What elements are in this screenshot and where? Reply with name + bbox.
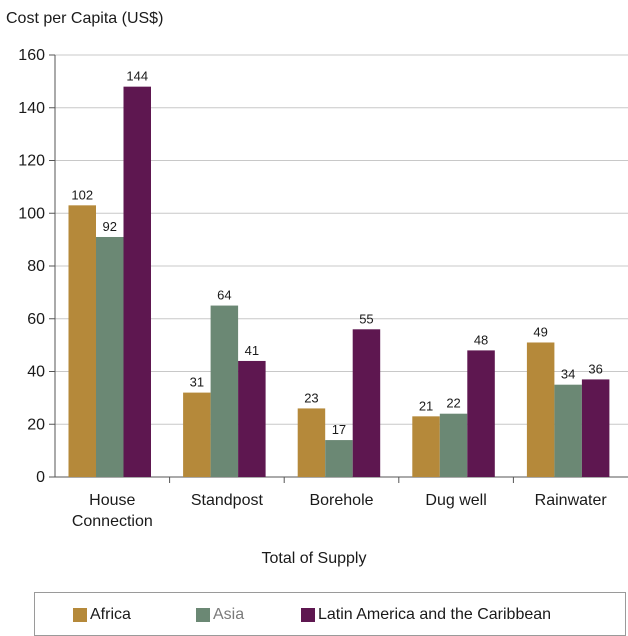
data-label: 144 (126, 69, 148, 84)
data-label: 17 (332, 422, 346, 437)
legend-item-latin-america: Latin America and the Caribbean (301, 606, 551, 624)
y-tick-label: 140 (18, 100, 45, 117)
bar (439, 413, 468, 477)
y-tick-label: 20 (27, 416, 45, 433)
y-tick-label: 40 (27, 364, 45, 381)
bar (352, 329, 381, 477)
legend: Africa Asia Latin America and the Caribb… (34, 592, 626, 636)
x-tick-label: House (89, 492, 135, 509)
bar-chart: 0 20 40 60 80 100 120 140 160 102 92 144 House Connec… (18, 47, 628, 530)
y-axis-title: Cost per Capita (US$) (6, 10, 164, 27)
y-tick-label: 100 (18, 205, 45, 222)
bar (68, 205, 96, 477)
data-label: 92 (103, 219, 117, 234)
bar (96, 236, 124, 477)
data-label: 41 (245, 343, 259, 358)
y-tick-label: 80 (27, 258, 45, 275)
data-label: 23 (304, 390, 318, 405)
data-label: 49 (533, 324, 547, 339)
data-label: 48 (474, 332, 488, 347)
bar (412, 416, 440, 477)
legend-label-africa: Africa (90, 606, 131, 623)
data-label: 21 (419, 398, 433, 413)
legend-item-africa: Africa (73, 606, 131, 624)
legend-label-latin-america: Latin America and the Caribbean (318, 606, 552, 623)
x-axis-title: Total of Supply (261, 550, 367, 567)
y-tick-label: 60 (27, 311, 45, 328)
y-tick-label: 0 (36, 469, 45, 486)
bar (554, 384, 582, 477)
y-tick-label: 160 (18, 47, 45, 64)
data-label: 31 (190, 375, 204, 390)
data-label: 22 (446, 396, 460, 411)
legend-label-asia: Asia (213, 606, 245, 623)
data-label: 102 (71, 187, 93, 202)
bar (467, 350, 495, 477)
bar (183, 392, 211, 477)
x-tick-label: Borehole (309, 492, 373, 509)
bar (325, 440, 353, 477)
legend-swatch-asia (196, 608, 210, 622)
bar (123, 86, 151, 478)
x-tick-label: Connection (72, 513, 153, 530)
bar (238, 360, 266, 477)
legend-item-asia: Asia (196, 606, 244, 624)
x-tick-label: Rainwater (535, 492, 608, 509)
bar (526, 342, 555, 477)
bar (210, 305, 239, 477)
x-tick-label: Standpost (191, 492, 264, 509)
data-label: 36 (588, 361, 602, 376)
data-label: 64 (217, 288, 231, 303)
legend-swatch-latin-america (301, 608, 315, 622)
legend-swatch-africa (73, 608, 87, 622)
bar (581, 379, 610, 477)
data-label: 34 (561, 367, 575, 382)
x-tick-label: Dug well (425, 492, 486, 509)
y-tick-label: 120 (18, 153, 45, 170)
data-label: 55 (359, 311, 373, 326)
bar (297, 408, 326, 477)
